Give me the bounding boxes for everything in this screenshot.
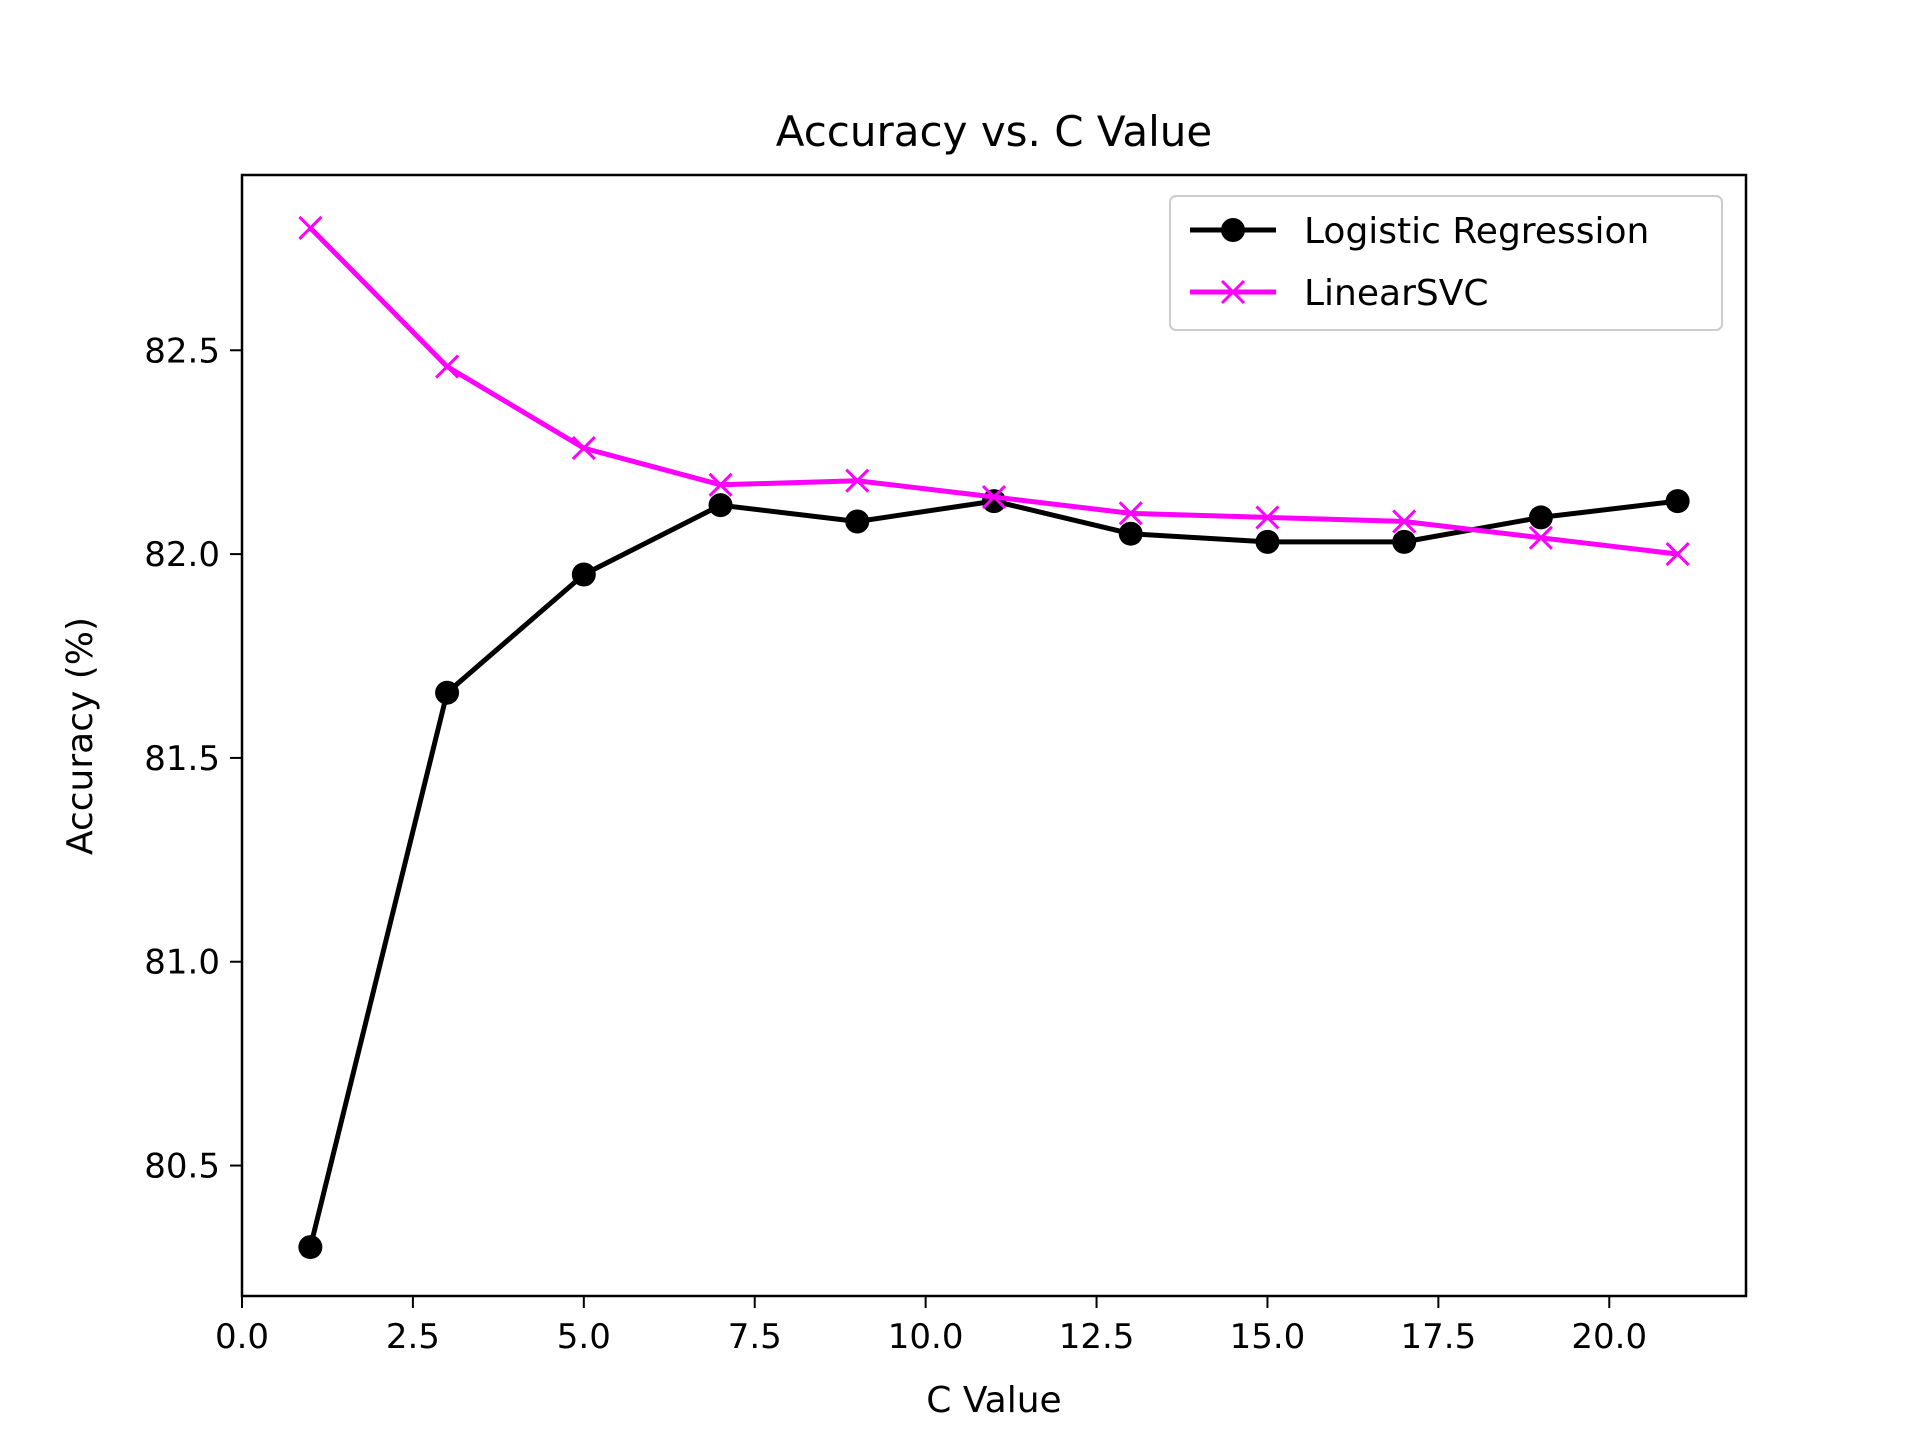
series-0 [298,489,1690,1260]
series-0-point-1 [435,680,460,705]
y-tick-label-3: 82.0 [144,535,220,575]
series-1-point-9-stroke-b [1528,525,1553,550]
series-1-point-2 [571,436,596,461]
legend-marker-0 [1221,218,1245,242]
axis-ticks: 0.0 2.5 5.0 7.5 10.0 12.5 15.0 17.5 20.0 80.5 81.0… [144,331,1647,1357]
series-0-point-8 [1392,529,1417,554]
legend-box [1169,195,1723,331]
x-tick-label-7: 17.5 [1401,1317,1477,1357]
series-1-point-6 [1118,501,1143,526]
x-tick-label-5: 12.5 [1059,1317,1135,1357]
series-1-point-4-stroke-b [845,468,870,493]
plot-area [298,215,1690,1260]
series-1-point-8 [1392,509,1417,534]
series-1-point-2-stroke-b [571,436,596,461]
y-tick-label-0: 80.5 [144,1147,220,1187]
series-0-point-5 [982,489,1006,514]
series-1-point-8-stroke-b [1392,509,1417,534]
chart-title: Accuracy vs. C Value [776,107,1213,156]
x-axis-label: C Value [926,1380,1061,1421]
series-0-point-4 [845,509,870,534]
series-0-point-7 [1255,529,1280,554]
x-tick-label-4: 10.0 [888,1317,964,1357]
series-1-point-10 [1665,542,1690,567]
series-0-point-9 [1528,505,1553,530]
series-1-point-10-stroke-b [1665,542,1690,567]
series-line-0 [307,498,1678,1248]
legend-label-0: Logistic Regression [1304,211,1649,252]
series-1 [298,215,1690,567]
series-1-point-7-stroke-b [1255,505,1280,530]
series-1-point-0 [298,215,323,241]
legend: Logistic Regression LinearSVC [1169,195,1723,331]
series-1-point-1-stroke-b [435,354,460,379]
legend-marker-1-stroke-b [1220,279,1246,305]
series-1-point-5 [981,484,1007,510]
y-tick-label-2: 81.5 [144,739,220,779]
y-axis-label: Accuracy (%) [60,617,101,855]
x-tick-label-3: 7.5 [728,1317,782,1357]
x-tick-label-8: 20.0 [1571,1317,1647,1357]
legend-marker-1 [1220,279,1246,305]
series-0-point-2 [571,562,596,587]
series-1-point-3 [708,472,733,497]
x-tick-label-0: 0.0 [215,1317,269,1357]
legend-label-1: LinearSVC [1304,273,1489,314]
series-0-point-3 [708,493,733,518]
series-1-point-9 [1528,525,1553,550]
series-1-point-6-stroke-b [1118,501,1143,526]
series-1-point-0-stroke-b [298,215,323,241]
series-1-point-3-stroke-b [708,472,733,497]
y-tick-label-1: 81.0 [144,943,220,983]
axes-frame [240,173,1748,1298]
x-tick-label-2: 5.0 [557,1317,611,1357]
series-1-point-5-stroke-b [981,484,1007,510]
series-1-point-4 [845,468,870,493]
series-1-point-7 [1255,505,1280,530]
x-tick-label-6: 15.0 [1230,1317,1306,1357]
x-tick-label-1: 2.5 [386,1317,440,1357]
series-0-point-6 [1118,521,1143,546]
series-0-point-0 [298,1235,323,1260]
series-1-point-1 [435,354,460,379]
y-tick-label-4: 82.5 [144,331,220,371]
series-0-point-10 [1665,489,1690,514]
